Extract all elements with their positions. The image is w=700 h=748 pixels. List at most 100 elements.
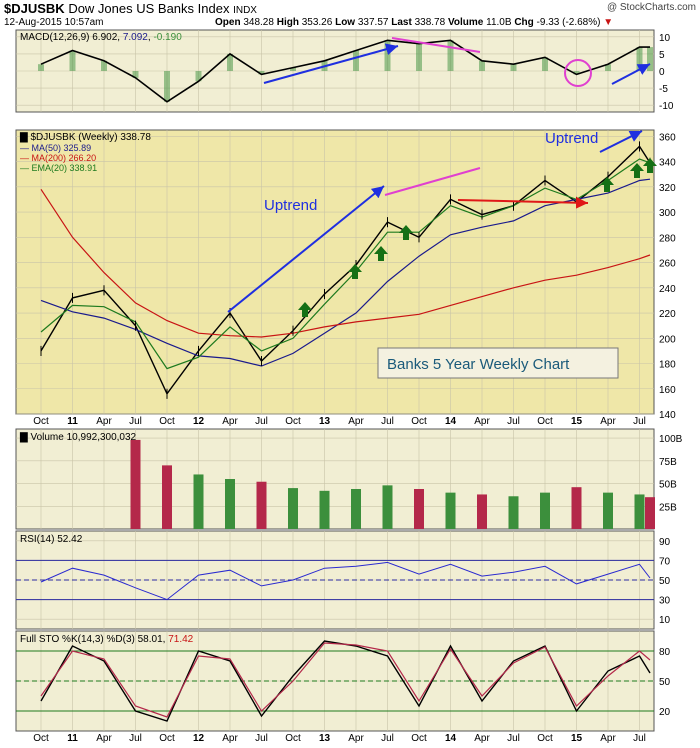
volume-bar xyxy=(256,481,267,529)
volume-bar xyxy=(540,492,550,529)
price-tick-label: 320 xyxy=(659,183,676,194)
x-tick-label: Jul xyxy=(255,733,268,744)
last-value: 338.78 xyxy=(414,17,446,28)
x-tick-label-mid: Jul xyxy=(129,416,142,427)
chg-value: -9.33 (-2.68%) xyxy=(536,17,601,28)
open-value: 348.28 xyxy=(243,17,274,28)
x-tick-label-mid: Oct xyxy=(285,416,301,427)
exchange: INDX xyxy=(233,5,257,16)
volume-tick-label: 100B xyxy=(659,434,683,445)
x-tick-label-mid: 15 xyxy=(571,416,583,427)
macd-hist-bar xyxy=(384,40,391,71)
volume-bar xyxy=(445,492,456,529)
price-label: ▇ $DJUSBK (Weekly) 338.78 xyxy=(19,132,151,143)
macd-hist-bar xyxy=(510,64,517,71)
volume-tick-label: 25B xyxy=(659,502,677,513)
macd-hist-bar xyxy=(573,71,580,75)
volume-bar xyxy=(571,487,582,529)
rsi-label: RSI(14) 52.42 xyxy=(20,534,83,545)
x-tick-label: Apr xyxy=(348,733,364,744)
macd-hist-bar xyxy=(132,71,139,78)
x-tick-label-mid: Jul xyxy=(507,416,520,427)
ma50-label: — MA(50) 325.89 xyxy=(20,143,91,153)
rsi-tick-label: 90 xyxy=(659,537,671,548)
x-tick-label: 11 xyxy=(67,733,78,744)
watermark: @ StockCharts.com xyxy=(606,2,696,13)
x-tick-label-mid: Oct xyxy=(411,416,427,427)
green-up-arrow-icon xyxy=(630,163,644,178)
x-tick-label-mid: Jul xyxy=(381,416,394,427)
price-tick-label: 260 xyxy=(659,259,676,270)
x-tick-label-mid: Oct xyxy=(159,416,175,427)
x-tick-label: 13 xyxy=(319,733,331,744)
volume-panel-label: ▇ Volume 10,992,300,032 xyxy=(19,432,137,443)
macd-hist-bar xyxy=(195,71,202,82)
x-tick-label: 12 xyxy=(193,733,205,744)
open-label: Open xyxy=(215,17,241,28)
macd-arrow xyxy=(611,63,651,85)
macd-hist-bar xyxy=(542,57,548,71)
uptrend-label-2: Uptrend xyxy=(545,130,598,147)
low-value: 337.57 xyxy=(357,17,389,28)
x-tick-label: Apr xyxy=(96,733,112,744)
down-arrow-icon: ▼ xyxy=(603,17,614,28)
price-tick-label: 300 xyxy=(659,208,676,219)
x-tick-label-mid: 13 xyxy=(319,416,331,427)
x-tick-label-mid: Oct xyxy=(33,416,49,427)
x-tick-label-mid: 12 xyxy=(193,416,205,427)
last-label: Last xyxy=(391,17,412,28)
high-value: 353.26 xyxy=(301,17,333,28)
x-tick-label-mid: 14 xyxy=(445,416,457,427)
quote-row: Open 348.28 High 353.26 Low 337.57 Last … xyxy=(215,17,613,28)
price-tick-label: 220 xyxy=(659,309,676,320)
price-tick-label: 200 xyxy=(659,334,676,345)
green-up-arrow-icon xyxy=(348,264,362,279)
volume-bar xyxy=(193,474,204,529)
macd-hist-bar xyxy=(416,43,422,71)
macd-hist-bar xyxy=(290,67,296,71)
green-up-arrow-icon xyxy=(374,246,388,261)
price-tick-label: 140 xyxy=(659,410,676,421)
x-tick-label-mid: Apr xyxy=(96,416,112,427)
macd-hist-bar xyxy=(164,71,170,102)
macd-tick-label: 5 xyxy=(659,50,665,61)
volume-bar xyxy=(162,465,172,529)
macd-hist-bar xyxy=(353,50,359,71)
sto-tick-label: 20 xyxy=(659,707,671,718)
macd-hist-bar xyxy=(38,64,44,71)
x-tick-label-mid: Apr xyxy=(600,416,616,427)
volume-tick-label: 75B xyxy=(659,457,677,468)
ma200-line xyxy=(40,188,651,338)
x-tick-label-mid: Apr xyxy=(222,416,238,427)
chart-date: 12-Aug-2015 10:57am xyxy=(4,17,104,28)
macd-tick-label: 0 xyxy=(659,67,665,78)
sto-d-line xyxy=(40,642,651,718)
macd-hist-bar xyxy=(227,53,233,71)
rsi-tick-label: 10 xyxy=(659,615,671,626)
macd-tick-label: -5 xyxy=(659,84,668,95)
volume-value: 11.0B xyxy=(486,17,512,28)
volume-label: Volume xyxy=(447,17,484,28)
macd-hist-bar xyxy=(479,60,485,71)
price-tick-label: 180 xyxy=(659,360,676,371)
ma200-label: — MA(200) 266.20 xyxy=(20,153,96,163)
symbol: $DJUSBK xyxy=(4,1,65,16)
price-tick-label: 340 xyxy=(659,158,676,169)
x-tick-label-mid: Jul xyxy=(255,416,268,427)
x-tick-label: Apr xyxy=(222,733,238,744)
volume-tick-label: 50B xyxy=(659,480,677,491)
volume-bar xyxy=(634,494,645,529)
index-name: Dow Jones US Banks Index xyxy=(68,1,230,16)
macd-hist-bar xyxy=(647,47,653,71)
price-tick-label: 240 xyxy=(659,284,676,295)
chg-label: Chg xyxy=(514,17,534,28)
uptrend-arrow xyxy=(227,185,385,313)
uptrend-arrow xyxy=(599,130,643,153)
x-tick-label: 15 xyxy=(571,733,583,744)
volume-bar xyxy=(382,485,393,529)
x-tick-label: Apr xyxy=(600,733,616,744)
series xyxy=(16,39,655,722)
x-tick-label: Oct xyxy=(411,733,427,744)
